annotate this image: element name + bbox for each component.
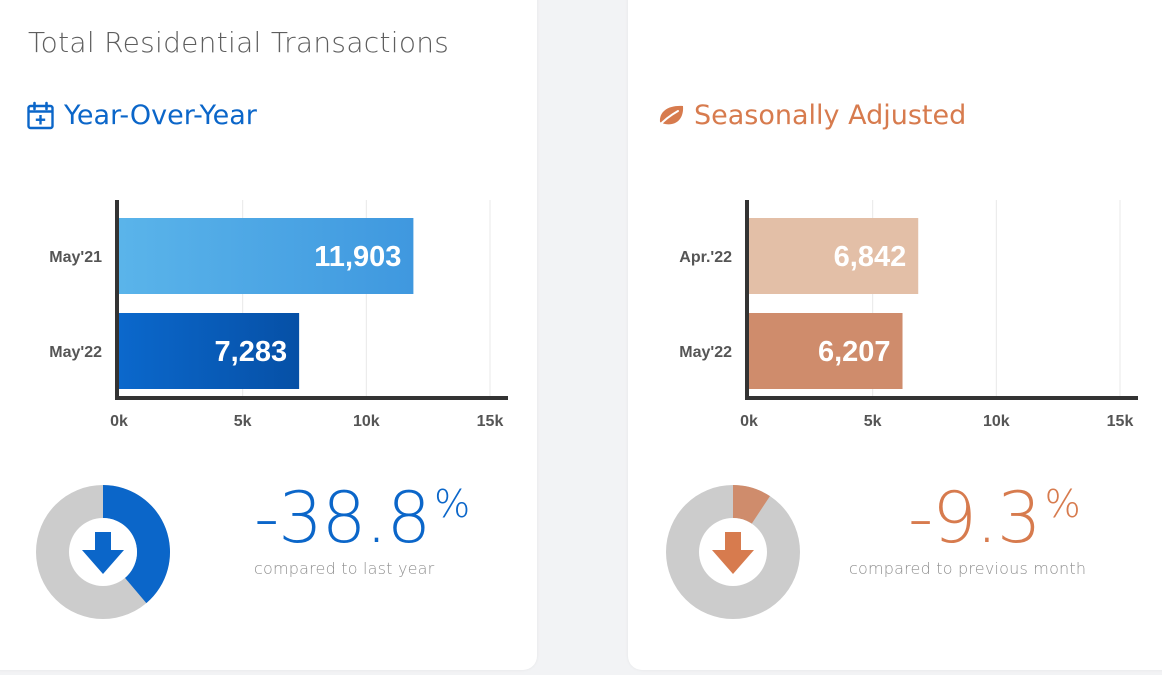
yoy-caption: compared to last year — [254, 559, 435, 578]
bar-value-label: 11,903 — [314, 241, 401, 273]
category-label: May'21 — [49, 249, 102, 266]
seasonal-donut — [666, 485, 800, 619]
arrow-down-icon — [82, 532, 124, 574]
yoy-section-title: Year-Over-Year — [26, 100, 257, 131]
x-tick-label: 15k — [477, 413, 504, 430]
yoy-change-percent: -38.8 % — [254, 478, 470, 558]
x-tick-label: 5k — [864, 413, 882, 430]
bar-value-label: 6,207 — [818, 336, 891, 368]
seasonal-change-percent: -9.3 % — [908, 478, 1081, 558]
bar-0 — [749, 218, 919, 294]
x-tick-label: 0k — [110, 413, 128, 430]
seasonal-caption: compared to previous month — [849, 559, 1087, 578]
bar-value-label: 6,842 — [834, 241, 907, 273]
calendar-plus-icon — [26, 101, 56, 131]
seasonal-percent-sign: % — [1044, 482, 1081, 526]
x-tick-label: 5k — [234, 413, 252, 430]
yoy-bar-chart: 11,903 May'21 7,283 May'22 0k 5k 10k 15k — [49, 200, 508, 430]
leaf-icon — [656, 101, 686, 131]
seasonal-section-title: Seasonally Adjusted — [656, 100, 966, 131]
bar-1 — [749, 313, 903, 389]
arrow-down-icon — [712, 532, 754, 574]
bar-value-label: 7,283 — [215, 336, 288, 368]
bar-1 — [119, 313, 300, 389]
donut-segment — [733, 485, 770, 524]
yoy-title-text: Year-Over-Year — [64, 100, 257, 131]
category-label: May'22 — [49, 344, 102, 361]
category-label: May'22 — [679, 344, 732, 361]
bar-0 — [119, 218, 414, 294]
x-tick-label: 0k — [740, 413, 758, 430]
x-tick-label: 10k — [983, 413, 1010, 430]
seasonal-bar-chart: 6,842 Apr.'22 6,207 May'22 0k 5k 10k 15k — [679, 200, 1138, 430]
yoy-donut — [36, 485, 170, 619]
category-label: Apr.'22 — [679, 249, 732, 266]
page-title: Total Residential Transactions — [28, 26, 450, 59]
x-tick-label: 10k — [353, 413, 380, 430]
seasonal-title-text: Seasonally Adjusted — [694, 100, 967, 131]
x-tick-label: 15k — [1107, 413, 1134, 430]
yoy-percent-sign: % — [434, 482, 471, 526]
donut-segment — [103, 485, 170, 604]
seasonal-change-value: -9.3 — [908, 477, 1042, 559]
yoy-change-value: -38.8 — [254, 477, 431, 559]
